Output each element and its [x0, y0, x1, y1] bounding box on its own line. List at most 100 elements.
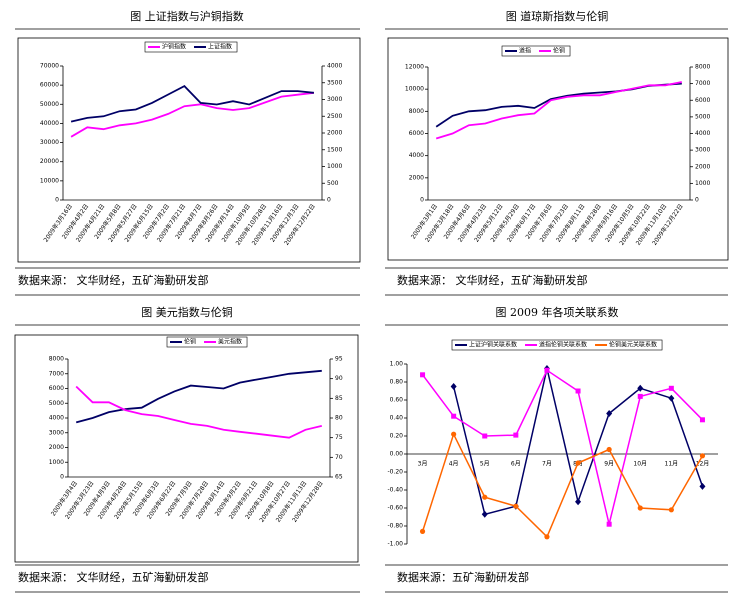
y-tick-label: 8000 [409, 108, 424, 115]
y-tick-label: 0.80 [390, 379, 404, 386]
series-line [421, 369, 704, 525]
x-tick-label: 2009年5月15日 [112, 479, 144, 520]
y-tick-label: 12000 [405, 64, 424, 71]
y2-tick-label: 7000 [695, 80, 710, 87]
legend-label: 伦铜美元关联系数 [609, 341, 657, 349]
x-tick-label: 2009年5月29日 [489, 202, 521, 243]
y-tick-label: 2000 [409, 174, 424, 181]
y-tick-label: 10000 [405, 86, 424, 93]
y2-tick-label: 95 [335, 356, 343, 363]
legend: 道指 伦铜 [501, 45, 571, 57]
y2-tick-label: 1000 [695, 180, 710, 187]
point [451, 413, 457, 419]
point [575, 498, 582, 506]
point [699, 417, 705, 423]
y2-tick-label: 65 [335, 474, 343, 481]
y-tick-label: 0.40 [390, 415, 404, 422]
y-tick-label: 0.60 [390, 397, 404, 404]
x-tick-label: 2009年4月23日 [456, 202, 488, 243]
point [482, 433, 488, 439]
y-tick-label: 2000 [49, 444, 64, 451]
legend-box [144, 41, 238, 53]
legend: 沪铜指数 上证指数 [144, 41, 238, 53]
source-note: 数据来源：五矿海勤研发部 [397, 570, 529, 584]
series-line [75, 369, 322, 424]
point [606, 446, 612, 453]
y-tick-label: -0.60 [387, 505, 403, 512]
y-tick-label: 4000 [409, 152, 424, 159]
y-tick-label: 0 [420, 197, 424, 204]
y2-tick-label: 6000 [695, 97, 710, 104]
point [419, 528, 426, 535]
point [668, 507, 674, 513]
x-tick-label: 2009年9月16日 [587, 202, 619, 243]
x-tick-label: 5月 [480, 461, 490, 468]
series-line [435, 81, 682, 140]
legend-box [501, 45, 571, 57]
x-tick-label: 2009年7月21日 [155, 202, 187, 243]
y2-tick-label: 3000 [695, 147, 710, 154]
x-tick-label: 7月 [542, 461, 552, 468]
point [450, 383, 457, 390]
y2-tick-label: 75 [335, 434, 343, 441]
x-tick-label: 2009年5月27日 [106, 202, 138, 243]
y-tick-label: 3000 [49, 429, 64, 436]
y2-tick-label: 8000 [695, 64, 710, 71]
x-tick-label: 2009年6月17日 [505, 202, 537, 243]
x-tick-label: 2009年4月28日 [96, 479, 128, 520]
legend-label: 伦铜 [553, 47, 565, 55]
point [481, 510, 488, 518]
y2-tick-label: 1500 [327, 146, 342, 153]
y-tick-label: 50000 [40, 101, 59, 108]
x-tick-label: 2009年8月11日 [554, 202, 586, 243]
chart-frame [17, 37, 361, 263]
point [637, 384, 644, 392]
legend-label: 沪铜指数 [162, 43, 186, 51]
point [637, 505, 643, 511]
y-tick-label: 0 [55, 197, 59, 204]
y-tick-label: 0 [60, 474, 64, 481]
point [668, 385, 674, 391]
y2-tick-label: 0 [695, 197, 699, 204]
source-note: 数据来源： 文华财经，五矿海勤研发部 [397, 273, 588, 287]
x-tick-label: 2009年7月23日 [538, 202, 570, 243]
panel-title: 图 2009 年各项关联系数 [496, 305, 619, 319]
y-tick-label: -0.80 [387, 523, 403, 530]
y2-tick-label: 2000 [327, 130, 342, 137]
x-tick-label: 2009年10月8日 [243, 479, 275, 520]
legend: 伦铜 美元指数 [166, 336, 248, 348]
x-tick-label: 2009年9月21日 [227, 479, 259, 520]
panel-title: 图 美元指数与伦铜 [141, 305, 233, 319]
y-tick-label: 40000 [40, 120, 59, 127]
y2-tick-label: 4000 [695, 130, 710, 137]
legend-label: 伦铜 [184, 338, 196, 346]
y-tick-label: 70000 [40, 63, 59, 70]
x-tick-label: 6月 [511, 461, 521, 468]
y2-tick-label: 5000 [695, 113, 710, 120]
point [699, 453, 706, 459]
panel-title: 图 上证指数与沪铜指数 [130, 9, 244, 23]
y2-tick-label: 2000 [695, 163, 710, 170]
point [544, 367, 550, 373]
point [575, 388, 581, 394]
y2-tick-label: 3500 [327, 79, 342, 86]
source-note: 数据来源： 文华财经，五矿海勤研发部 [18, 570, 209, 584]
x-tick-label: 3月 [418, 461, 428, 468]
x-tick-label: 9月 [604, 461, 614, 468]
y2-tick-label: 0 [327, 197, 331, 204]
legend-box [451, 339, 663, 351]
legend-label: 道指 [519, 47, 531, 55]
y2-tick-label: 500 [327, 180, 339, 187]
y-tick-label: -0.40 [387, 487, 403, 494]
x-tick-label: 2009年8月14日 [194, 479, 226, 520]
point [451, 431, 457, 437]
y2-tick-label: 70 [335, 454, 343, 461]
y-tick-label: 30000 [40, 139, 59, 146]
point [606, 521, 612, 527]
source-note: 数据来源： 文华财经，五矿海勤研发部 [18, 273, 209, 287]
x-tick-label: 11月 [665, 461, 679, 468]
y-tick-label: 8000 [49, 356, 64, 363]
x-tick-label: 2009年10月5日 [603, 202, 635, 243]
